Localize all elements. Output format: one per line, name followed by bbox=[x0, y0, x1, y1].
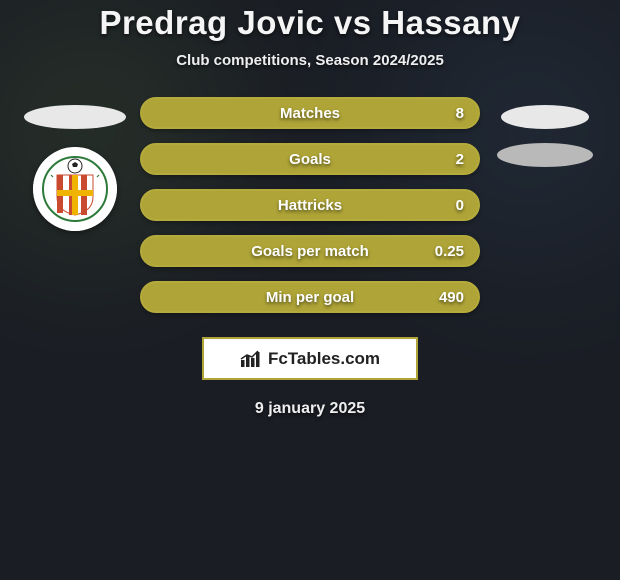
stat-value: 0.25 bbox=[435, 243, 464, 260]
stat-label: Matches bbox=[280, 105, 340, 122]
right-ellipse-top bbox=[501, 105, 589, 129]
stat-bar: Matches 8 bbox=[140, 97, 480, 129]
stat-label: Min per goal bbox=[266, 289, 354, 306]
stat-value: 490 bbox=[439, 289, 464, 306]
subtitle: Club competitions, Season 2024/2025 bbox=[176, 52, 444, 69]
page-title: Predrag Jovic vs Hassany bbox=[99, 4, 520, 42]
stat-bar: Goals 2 bbox=[140, 143, 480, 175]
stat-bar: Goals per match 0.25 bbox=[140, 235, 480, 267]
stat-bar: Min per goal 490 bbox=[140, 281, 480, 313]
club-badge bbox=[33, 147, 117, 231]
main-row: Matches 8 Goals 2 Hattricks 0 Goals per match 0… bbox=[0, 97, 620, 313]
bar-chart-icon bbox=[240, 350, 262, 368]
right-ellipse-bottom bbox=[497, 143, 593, 167]
stat-value: 0 bbox=[456, 197, 464, 214]
logo-text: FcTables.com bbox=[268, 349, 380, 369]
left-side bbox=[20, 97, 130, 231]
right-side bbox=[490, 97, 600, 167]
stat-value: 8 bbox=[456, 105, 464, 122]
stat-label: Goals bbox=[289, 151, 331, 168]
stat-bar: Hattricks 0 bbox=[140, 189, 480, 221]
fctables-logo[interactable]: FcTables.com bbox=[202, 337, 418, 380]
date-text: 9 january 2025 bbox=[255, 400, 365, 418]
stat-label: Hattricks bbox=[278, 197, 342, 214]
club-badge-icon bbox=[33, 147, 117, 231]
stat-label: Goals per match bbox=[251, 243, 369, 260]
stat-bars: Matches 8 Goals 2 Hattricks 0 Goals per match 0… bbox=[140, 97, 480, 313]
left-ellipse bbox=[24, 105, 126, 129]
infographic-card: Predrag Jovic vs Hassany Club competitio… bbox=[0, 0, 620, 580]
stat-value: 2 bbox=[456, 151, 464, 168]
